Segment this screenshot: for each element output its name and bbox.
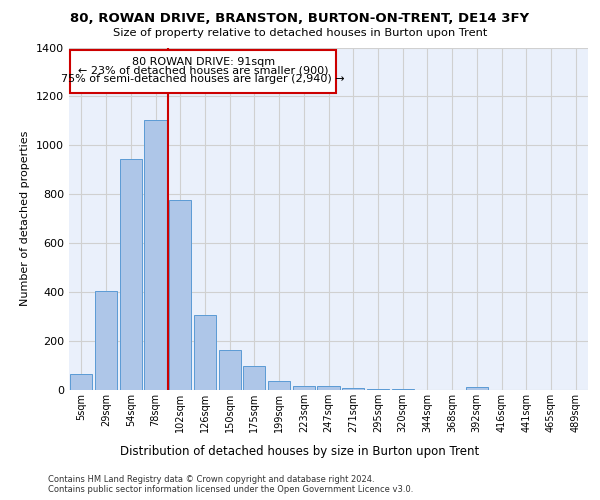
Bar — [194, 316, 216, 390]
Text: 75% of semi-detached houses are larger (2,940) →: 75% of semi-detached houses are larger (… — [61, 74, 345, 84]
Bar — [466, 387, 488, 390]
Bar — [169, 200, 191, 390]
Text: 80, ROWAN DRIVE, BRANSTON, BURTON-ON-TRENT, DE14 3FY: 80, ROWAN DRIVE, BRANSTON, BURTON-ON-TRE… — [70, 12, 530, 26]
Bar — [392, 389, 414, 390]
Bar — [293, 386, 315, 390]
Bar — [119, 159, 142, 390]
Text: ← 23% of detached houses are smaller (900): ← 23% of detached houses are smaller (90… — [78, 66, 328, 76]
Bar — [367, 389, 389, 390]
Bar — [268, 382, 290, 390]
Text: Size of property relative to detached houses in Burton upon Trent: Size of property relative to detached ho… — [113, 28, 487, 38]
Bar — [317, 386, 340, 390]
Bar — [70, 374, 92, 390]
FancyBboxPatch shape — [70, 50, 336, 93]
Bar — [218, 350, 241, 390]
Text: Contains HM Land Registry data © Crown copyright and database right 2024.: Contains HM Land Registry data © Crown c… — [48, 475, 374, 484]
Bar — [243, 366, 265, 390]
Bar — [145, 120, 167, 390]
Y-axis label: Number of detached properties: Number of detached properties — [20, 131, 31, 306]
Bar — [95, 291, 117, 390]
Text: Distribution of detached houses by size in Burton upon Trent: Distribution of detached houses by size … — [121, 444, 479, 458]
Text: 80 ROWAN DRIVE: 91sqm: 80 ROWAN DRIVE: 91sqm — [131, 57, 275, 67]
Text: Contains public sector information licensed under the Open Government Licence v3: Contains public sector information licen… — [48, 485, 413, 494]
Bar — [342, 388, 364, 390]
